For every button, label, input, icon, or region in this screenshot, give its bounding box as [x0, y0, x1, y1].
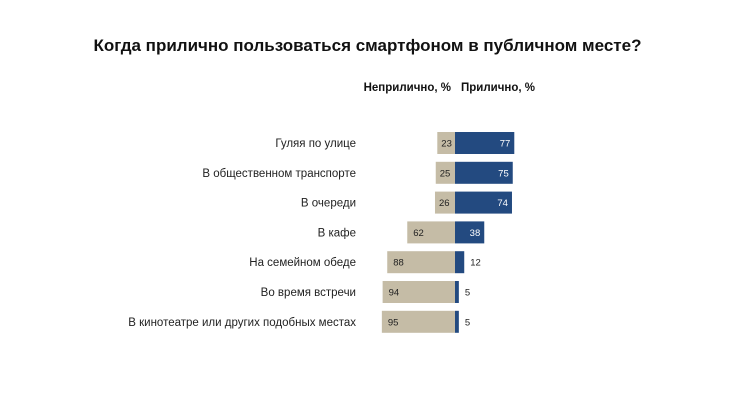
data-label-decent: 74 — [497, 198, 508, 209]
data-label-decent: 77 — [500, 139, 511, 150]
bar-decent — [455, 161, 513, 184]
bar-indecent — [434, 191, 455, 214]
data-label-indecent: 88 — [393, 258, 404, 269]
bar-indecent — [387, 251, 455, 274]
legend-indecent: Неприлично, % — [363, 82, 451, 94]
category-label: В кафе — [318, 227, 356, 239]
bar-indecent — [437, 132, 455, 154]
bar-indecent — [382, 281, 455, 303]
category-label: Гуляя по улице — [275, 138, 356, 150]
category-label: В очереди — [301, 198, 356, 210]
bar-decent — [455, 281, 459, 303]
chart-title: Когда прилично пользоваться смартфоном в… — [93, 36, 642, 55]
data-label-indecent: 23 — [441, 139, 452, 150]
data-label-decent: 12 — [470, 258, 481, 269]
bar-decent — [455, 251, 465, 274]
data-label-decent: 75 — [498, 168, 509, 179]
category-label: В общественном транспорте — [202, 168, 356, 180]
bar-decent — [455, 221, 485, 244]
category-label: На семейном обеде — [249, 257, 356, 269]
bar-indecent — [407, 221, 455, 244]
data-label-indecent: 95 — [388, 317, 399, 328]
category-label: Во время встречи — [261, 287, 356, 299]
data-label-decent: 5 — [465, 288, 470, 299]
data-label-decent: 5 — [465, 317, 470, 328]
data-label-indecent: 94 — [389, 288, 400, 299]
category-label: В кинотеатре или других подобных местах — [128, 317, 356, 329]
data-label-decent: 38 — [470, 228, 481, 239]
bar-indecent — [435, 161, 455, 184]
data-label-indecent: 25 — [440, 168, 451, 179]
data-label-indecent: 62 — [413, 228, 424, 239]
bar-indecent — [381, 310, 455, 333]
legend-decent: Прилично, % — [461, 82, 535, 94]
data-label-indecent: 26 — [439, 198, 450, 209]
bar-decent — [455, 132, 515, 154]
bar-decent — [455, 310, 459, 333]
bar-decent — [455, 191, 512, 214]
